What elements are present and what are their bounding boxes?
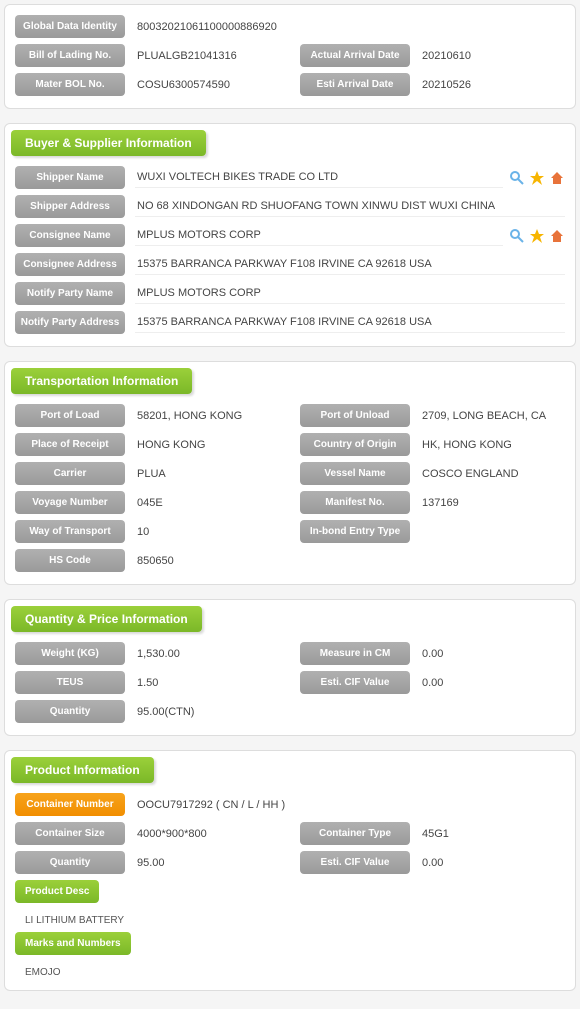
home-icon[interactable] [549,228,565,244]
port-load-value: 58201, HONG KONG [135,406,280,426]
carrier-value: PLUA [135,464,280,484]
marks-numbers-label: Marks and Numbers [15,932,131,955]
way-transport-label: Way of Transport [15,520,125,543]
teus-label: TEUS [15,671,125,694]
product-quantity-label: Quantity [15,851,125,874]
place-receipt-value: HONG KONG [135,435,280,455]
actual-arrival-value: 20210610 [420,46,565,66]
search-icon[interactable] [509,228,525,244]
manifest-value: 137169 [420,493,565,513]
vessel-label: Vessel Name [300,462,410,485]
port-unload-label: Port of Unload [300,404,410,427]
product-panel: Product Information Container Number OOC… [4,750,576,991]
shipper-name-value: WUXI VOLTECH BIKES TRADE CO LTD [135,167,503,188]
notify-name-value: MPLUS MOTORS CORP [135,283,565,304]
consignee-address-value: 15375 BARRANCA PARKWAY F108 IRVINE CA 92… [135,254,565,275]
global-data-identity-value: 80032021061100000886920 [135,17,565,37]
measure-value: 0.00 [420,644,565,664]
vessel-value: COSCO ENGLAND [420,464,565,484]
way-transport-value: 10 [135,522,280,542]
star-icon[interactable] [529,228,545,244]
inbond-label: In-bond Entry Type [300,520,410,543]
actual-arrival-label: Actual Arrival Date [300,44,410,67]
transport-panel: Transportation Information Port of Load 5… [4,361,576,585]
shipper-address-value: NO 68 XINDONGAN RD SHUOFANG TOWN XINWU D… [135,196,565,217]
product-cif-label: Esti. CIF Value [300,851,410,874]
container-number-label: Container Number [15,793,125,816]
notify-name-label: Notify Party Name [15,282,125,305]
mater-bol-value: COSU6300574590 [135,75,280,95]
bill-of-lading-label: Bill of Lading No. [15,44,125,67]
shipper-name-label: Shipper Name [15,166,125,189]
hs-code-value: 850650 [135,551,280,571]
teus-value: 1.50 [135,673,280,693]
qty-quantity-label: Quantity [15,700,125,723]
manifest-label: Manifest No. [300,491,410,514]
mater-bol-label: Mater BOL No. [15,73,125,96]
port-unload-value: 2709, LONG BEACH, CA [420,406,565,426]
notify-address-value: 15375 BARRANCA PARKWAY F108 IRVINE CA 92… [135,312,565,333]
product-desc-label: Product Desc [15,880,99,903]
product-cif-value: 0.00 [420,853,565,873]
inbond-value [420,528,565,536]
esti-arrival-label: Esti Arrival Date [300,73,410,96]
port-load-label: Port of Load [15,404,125,427]
product-quantity-value: 95.00 [135,853,280,873]
weight-label: Weight (KG) [15,642,125,665]
search-icon[interactable] [509,170,525,186]
marks-numbers-value: EMOJO [15,961,565,984]
container-number-value: OOCU7917292 ( CN / L / HH ) [135,795,565,815]
country-origin-value: HK, HONG KONG [420,435,565,455]
star-icon[interactable] [529,170,545,186]
cif-value: 0.00 [420,673,565,693]
product-header: Product Information [11,757,154,783]
measure-label: Measure in CM [300,642,410,665]
bill-of-lading-value: PLUALGB21041316 [135,46,280,66]
transport-header: Transportation Information [11,368,192,394]
container-type-value: 45G1 [420,824,565,844]
hs-code-label: HS Code [15,549,125,572]
shipper-address-label: Shipper Address [15,195,125,218]
country-origin-label: Country of Origin [300,433,410,456]
esti-arrival-value: 20210526 [420,75,565,95]
top-panel: Global Data Identity 8003202106110000088… [4,4,576,109]
quantity-header: Quantity & Price Information [11,606,202,632]
home-icon[interactable] [549,170,565,186]
cif-label: Esti. CIF Value [300,671,410,694]
voyage-value: 045E [135,493,280,513]
container-size-label: Container Size [15,822,125,845]
container-type-label: Container Type [300,822,410,845]
product-desc-value: LI LITHIUM BATTERY [15,909,565,932]
buyer-supplier-panel: Buyer & Supplier Information Shipper Nam… [4,123,576,347]
qty-quantity-value: 95.00(CTN) [135,702,280,722]
place-receipt-label: Place of Receipt [15,433,125,456]
carrier-label: Carrier [15,462,125,485]
consignee-name-label: Consignee Name [15,224,125,247]
quantity-panel: Quantity & Price Information Weight (KG)… [4,599,576,736]
voyage-label: Voyage Number [15,491,125,514]
buyer-supplier-header: Buyer & Supplier Information [11,130,206,156]
consignee-address-label: Consignee Address [15,253,125,276]
global-data-identity-label: Global Data Identity [15,15,125,38]
consignee-name-value: MPLUS MOTORS CORP [135,225,503,246]
container-size-value: 4000*900*800 [135,824,280,844]
weight-value: 1,530.00 [135,644,280,664]
notify-address-label: Notify Party Address [15,311,125,334]
